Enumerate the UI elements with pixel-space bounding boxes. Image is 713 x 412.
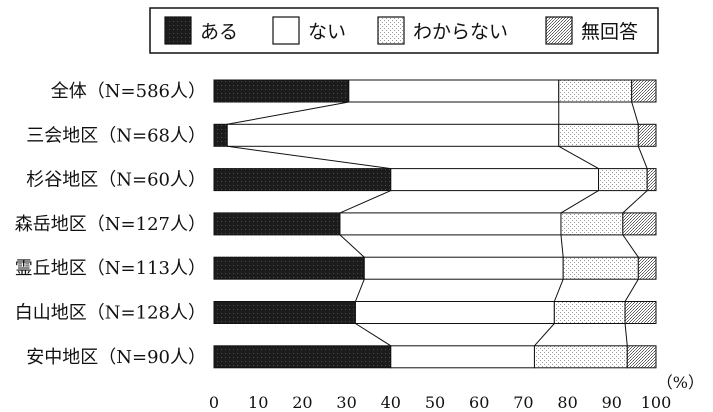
bar-segment xyxy=(213,212,341,236)
legend: ある ない わからない 無回答 xyxy=(149,7,659,54)
legend-item: 無回答 xyxy=(545,16,638,45)
legend-item: ある xyxy=(164,16,238,45)
bar-segment xyxy=(213,256,365,280)
bar-segment xyxy=(390,168,600,192)
bar-segment xyxy=(558,79,633,103)
category-label: 三会地区（N=68人） xyxy=(26,125,206,146)
x-tick-label: 0 xyxy=(209,393,219,412)
connector-line xyxy=(622,190,648,214)
bar-segment xyxy=(626,345,657,369)
bar-segment xyxy=(558,123,639,147)
connector-line xyxy=(354,279,365,302)
legend-swatch xyxy=(545,16,573,45)
x-tick-label: 50 xyxy=(425,393,445,412)
bar-segment xyxy=(354,301,555,324)
x-axis: 0 10 20 30 40 50 60 70 80 90 100（%） xyxy=(209,373,704,412)
bar-segment xyxy=(226,123,560,147)
connector-line xyxy=(534,323,555,347)
bar-segment xyxy=(213,79,350,103)
category-label: 森岳地区（N=127人） xyxy=(15,214,206,235)
bar-segment xyxy=(624,301,657,324)
connector-line xyxy=(558,145,599,170)
legend-label: わからない xyxy=(413,21,508,43)
x-tick-label: 60 xyxy=(469,393,489,412)
legend-swatch xyxy=(164,16,192,45)
x-tick-label: 10 xyxy=(248,393,268,412)
connector-line xyxy=(637,146,648,169)
connector-line xyxy=(227,101,349,125)
connector-line xyxy=(624,323,628,346)
connector-line xyxy=(339,234,365,258)
connector-line xyxy=(631,101,639,125)
connector-line xyxy=(560,234,564,258)
legend-label: ない xyxy=(308,21,346,43)
legend-swatch xyxy=(377,16,405,45)
bar-segment xyxy=(637,123,657,147)
bar-segment xyxy=(631,79,657,103)
x-tick-label: 70 xyxy=(513,393,533,412)
bar-segment xyxy=(553,301,626,324)
bar-segment xyxy=(562,256,639,280)
category-label: 安中地区（N=90人） xyxy=(26,347,206,368)
connector-line xyxy=(560,190,599,214)
legend-box xyxy=(149,7,659,54)
legend-swatch xyxy=(272,16,300,45)
bars-group xyxy=(213,79,657,369)
bar-segment xyxy=(213,345,392,369)
connector-line xyxy=(624,278,639,302)
connector-line xyxy=(227,145,391,170)
category-label: 全体（N=586人） xyxy=(51,81,206,102)
connector-lines xyxy=(227,101,648,347)
legend-item: わからない xyxy=(377,16,508,45)
x-tick-label: 40 xyxy=(381,393,401,412)
connector-line xyxy=(622,234,639,258)
bar-segment xyxy=(213,168,392,192)
bar-segment xyxy=(560,212,624,236)
connector-line xyxy=(553,279,564,302)
bar-segment xyxy=(390,345,535,369)
bar-segment xyxy=(637,256,657,280)
x-tick-label: 20 xyxy=(292,393,312,412)
x-tick-label: 90 xyxy=(602,393,622,412)
legend-label: 無回答 xyxy=(581,21,638,43)
connector-line xyxy=(355,323,392,347)
x-tick-label: 30 xyxy=(336,393,356,412)
bar-segment xyxy=(213,301,356,324)
legend-label: ある xyxy=(200,21,238,43)
bar-segment xyxy=(598,168,648,192)
category-label: 杉谷地区（N=60人） xyxy=(26,170,206,191)
bar-segment xyxy=(348,79,560,103)
bar-segment xyxy=(363,256,564,280)
category-labels: 全体（N=586人） 三会地区（N=68人） 杉谷地区（N=60人） 森岳地区（N=1… xyxy=(15,81,206,368)
category-label: 霊丘地区（N=113人） xyxy=(15,258,206,279)
x-tick-label: 80 xyxy=(557,393,577,412)
bar-segment xyxy=(533,345,628,369)
unit-label: （%） xyxy=(657,373,704,392)
x-tick-label: 100 xyxy=(641,393,672,412)
connector-line xyxy=(339,190,392,214)
category-label: 白山地区（N=128人） xyxy=(15,303,206,324)
bar-segment xyxy=(213,123,228,147)
bar-segment xyxy=(622,212,657,236)
legend-item: ない xyxy=(272,16,346,45)
bar-segment xyxy=(646,168,657,192)
bar-segment xyxy=(339,212,562,236)
